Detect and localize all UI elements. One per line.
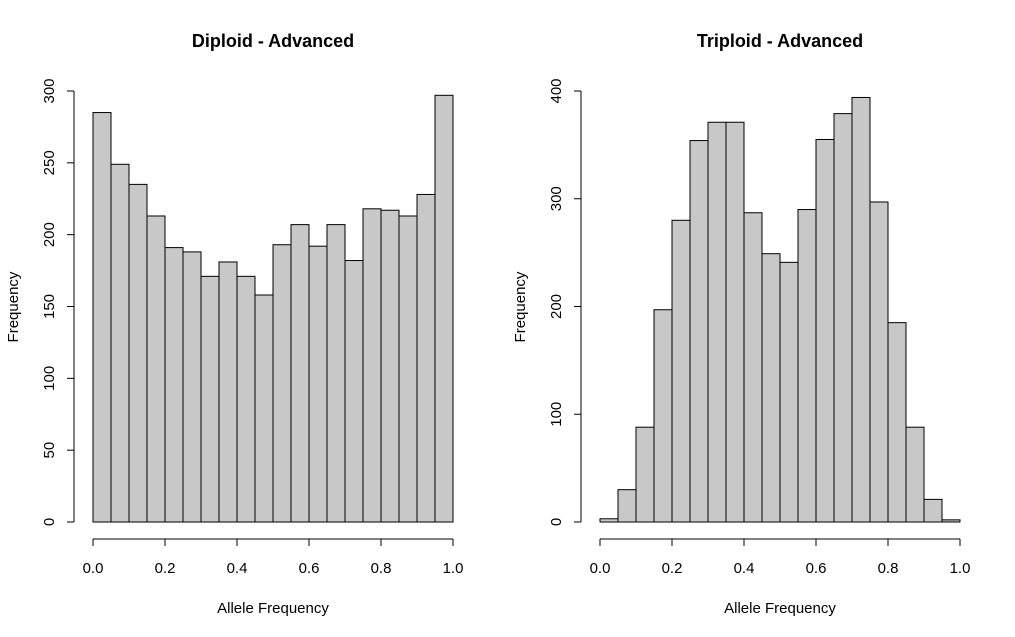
histogram-bar (653, 309, 673, 523)
histogram-bar (92, 112, 112, 523)
histogram-bar (833, 113, 853, 523)
x-axis-label: Allele Frequency (724, 600, 836, 617)
x-tick-label: 0.8 (371, 560, 392, 577)
histogram-bar (182, 251, 202, 523)
histogram-bar (923, 498, 943, 523)
x-axis-label: Allele Frequency (217, 600, 329, 617)
chart-panel-1: Diploid - Advanced 0.0 0.2 0.4 0.6 0.8 1.0 0 50 1… (5, 31, 463, 617)
histogram-bar (887, 322, 907, 523)
y-tick-label: 100 (41, 366, 58, 391)
histogram-bar (110, 163, 130, 523)
x-tick-label: 1.0 (950, 560, 971, 577)
x-tick-label: 0.4 (734, 560, 755, 577)
histogram-bar (689, 140, 709, 523)
histogram-bar (617, 489, 637, 523)
histogram-bar (218, 261, 238, 523)
histogram-bar (326, 224, 346, 523)
y-tick-label: 300 (41, 78, 58, 103)
histogram-bar (236, 275, 256, 523)
histogram-bar (344, 260, 364, 523)
chart-title: Diploid - Advanced (192, 31, 354, 51)
histogram-bar (851, 96, 871, 523)
histogram-bar (380, 209, 400, 523)
histogram-bar (815, 138, 835, 523)
histogram-bar (434, 94, 454, 523)
histogram-bar (761, 253, 781, 523)
y-tick-label: 400 (548, 78, 565, 103)
x-tick-label: 0.2 (155, 560, 176, 577)
histogram-bar (128, 183, 148, 523)
y-tick-label: 200 (41, 222, 58, 247)
histogram-bar (743, 212, 763, 523)
x-tick-label: 0.0 (83, 560, 104, 577)
y-tick-label: 0 (41, 518, 58, 526)
y-axis-label: Frequency (5, 271, 22, 342)
histogram-bar (416, 193, 436, 523)
histogram-bar (308, 245, 328, 523)
histogram-bar (254, 294, 274, 523)
y-tick-label: 50 (41, 442, 58, 459)
histogram-bar (779, 261, 799, 523)
histogram-bar (398, 215, 418, 523)
histogram-bar (941, 519, 961, 523)
histogram-bar (146, 215, 166, 523)
histogram-bar (290, 224, 310, 523)
x-tick-label: 0.4 (227, 560, 248, 577)
x-tick-label: 0.0 (590, 560, 611, 577)
y-tick-label: 300 (548, 186, 565, 211)
histogram-bar (362, 208, 382, 523)
histogram-bar (725, 121, 745, 523)
histogram-bar (164, 247, 184, 523)
histogram-bar (869, 201, 889, 523)
histogram-bar (905, 426, 925, 523)
y-axis-label: Frequency (512, 271, 529, 342)
histogram-bar (635, 426, 655, 523)
x-tick-label: 1.0 (443, 560, 464, 577)
histogram-bar (707, 121, 727, 523)
histogram-bar (200, 275, 220, 523)
histogram-bar (797, 209, 817, 523)
histogram-bar (599, 518, 619, 523)
x-tick-label: 0.6 (806, 560, 827, 577)
chart-panel-2: Triploid - Advanced 0.0 0.2 0.4 0.6 0.8 1.0 0 10… (512, 31, 970, 617)
y-tick-label: 100 (548, 402, 565, 427)
histogram-bar (272, 244, 292, 523)
chart-title: Triploid - Advanced (697, 31, 863, 51)
y-tick-label: 250 (41, 150, 58, 175)
y-tick-label: 0 (548, 518, 565, 526)
y-tick-label: 150 (41, 294, 58, 319)
x-tick-label: 0.2 (662, 560, 683, 577)
x-tick-label: 0.6 (299, 560, 320, 577)
histogram-bar (671, 219, 691, 523)
x-tick-label: 0.8 (878, 560, 899, 577)
y-tick-label: 200 (548, 294, 565, 319)
